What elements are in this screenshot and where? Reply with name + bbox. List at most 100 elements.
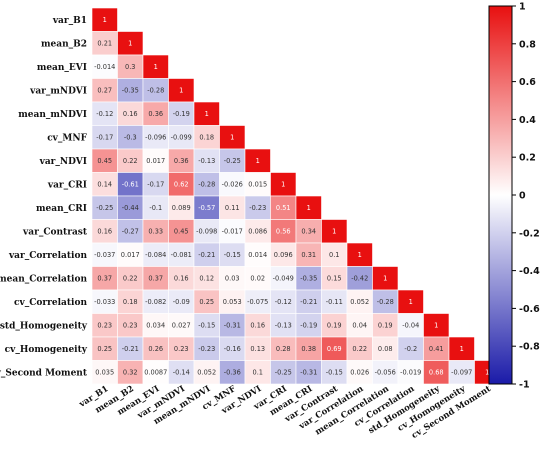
cell-value-label: -0.081 <box>171 251 192 259</box>
cell-value-label: 0.13 <box>250 345 265 353</box>
cell-value-label: 0.36 <box>174 157 189 165</box>
cell-value-label: 1 <box>281 181 285 189</box>
cell-value-label: -0.28 <box>377 298 394 306</box>
cell-value-label: -0.2 <box>404 345 417 353</box>
cell-value-label: 0.45 <box>174 228 189 236</box>
cell-value-label: 1 <box>230 134 234 142</box>
row-label: std_Homogeneity <box>0 321 88 331</box>
cell-value-label: 0.015 <box>248 181 267 189</box>
cell-value-label: 0.027 <box>172 322 191 330</box>
cell-value-label: 0.22 <box>123 275 138 283</box>
cell-value-label: 0.15 <box>327 275 342 283</box>
cell-value-label: -0.084 <box>145 251 166 259</box>
colorbar-tick-label: 0.6 <box>519 77 536 88</box>
cell-value-label: -0.12 <box>96 110 113 118</box>
cell-value-label: -0.28 <box>198 181 215 189</box>
cell-value-label: 0.31 <box>301 251 316 259</box>
cell-value-label: 0.19 <box>327 322 342 330</box>
cell-value-label: 0.22 <box>352 345 367 353</box>
cell-value-label: 0.1 <box>329 251 340 259</box>
row-labels: var_B1 mean_B2 mean_EVI var_mNDVI mean_mNDVI… <box>0 16 88 379</box>
cell-value-label: 0.51 <box>276 204 291 212</box>
row-label: var_Contrast <box>22 227 88 237</box>
cell-value-label: 1 <box>205 110 209 118</box>
cell-value-label: -0.25 <box>96 204 113 212</box>
cell-value-label: 0.017 <box>146 157 165 165</box>
cell-value-label: -0.056 <box>375 369 396 377</box>
cell-value-label: 0.25 <box>199 298 214 306</box>
cell-value-label: 0.34 <box>301 228 316 236</box>
cell-value-label: -0.11 <box>326 298 343 306</box>
cell-value-label: 1 <box>154 63 158 71</box>
colorbar-tick-label: -1 <box>519 380 530 391</box>
colorbar-tick-label: 0.2 <box>519 153 536 164</box>
colorbar-tick-label: 0.8 <box>519 39 536 50</box>
colorbar-tick-label: -0.2 <box>519 228 540 239</box>
heatmap-cells: 1 0.21 1 -0.014 0.3 1 0.27 -0.35 -0.28 1 -0.12 0.16… <box>91 7 501 385</box>
cell-value-label: -0.23 <box>249 204 266 212</box>
cell-value-label: 1 <box>307 204 311 212</box>
cell-value-label: 0.26 <box>148 345 163 353</box>
cell-value-label: -0.21 <box>122 345 139 353</box>
cell-value-label: 0.18 <box>199 134 214 142</box>
cell-value-label: -0.026 <box>222 181 243 189</box>
cell-value-label: -0.019 <box>400 369 421 377</box>
row-label: var_B1 <box>52 16 87 26</box>
row-label: var_CRI <box>47 180 87 190</box>
cell-value-label: -0.17 <box>147 181 164 189</box>
cell-value-label: -0.1 <box>149 204 162 212</box>
cell-value-label: -0.28 <box>147 87 164 95</box>
cell-value-label: 0.052 <box>350 298 369 306</box>
cell-value-label: -0.075 <box>247 298 268 306</box>
cell-value-label: 0.21 <box>97 40 112 48</box>
cell-value-label: -0.12 <box>275 298 292 306</box>
cell-value-label: 0.017 <box>121 251 140 259</box>
cell-value-label: 1 <box>358 251 362 259</box>
cell-value-label: -0.096 <box>145 134 166 142</box>
cell-value-label: 0.18 <box>123 298 138 306</box>
cell-value-label: 0.03 <box>225 275 240 283</box>
cell-value-label: 0.11 <box>225 204 240 212</box>
colorbar-tick-label: -0.6 <box>519 304 540 315</box>
cell-value-label: 1 <box>103 16 107 24</box>
cell-value-label: -0.15 <box>326 369 343 377</box>
cell-value-label: 0.36 <box>148 110 163 118</box>
cell-value-label: -0.36 <box>224 369 241 377</box>
cell-value-label: 0.026 <box>350 369 369 377</box>
cell-value-label: -0.21 <box>300 298 317 306</box>
cell-value-label: 0.23 <box>123 322 138 330</box>
cell-value-label: -0.19 <box>173 110 190 118</box>
cell-value-label: -0.57 <box>198 204 215 212</box>
row-label: mean_Correlation <box>0 274 87 284</box>
cell-value-label: -0.61 <box>122 181 139 189</box>
cell-value-label: -0.35 <box>122 87 139 95</box>
cell-value-label: 1 <box>179 87 183 95</box>
cell-value-label: 0.16 <box>97 228 112 236</box>
row-label: cv_Correlation <box>14 298 87 308</box>
cell-value-label: -0.23 <box>198 345 215 353</box>
cell-value-label: 0.38 <box>301 345 316 353</box>
cell-value-label: -0.35 <box>300 275 317 283</box>
row-label: var_Correlation <box>8 251 88 261</box>
cell-value-label: 1 <box>332 228 336 236</box>
cell-value-label: 1 <box>128 40 132 48</box>
cell-value-label: 0.096 <box>274 251 293 259</box>
cell-value-label: 0.37 <box>148 275 163 283</box>
row-label: mean_EVI <box>37 63 87 73</box>
cell-value-label: 0.053 <box>223 298 242 306</box>
cell-value-label: 0.086 <box>248 228 267 236</box>
cell-value-label: -0.04 <box>402 322 419 330</box>
colorbar-gradient <box>488 5 513 385</box>
row-label: var_NDVI <box>39 157 87 167</box>
colorbar-tick-label: -0.4 <box>519 266 540 277</box>
row-label: mean_B2 <box>41 39 87 49</box>
cell-value-label: -0.014 <box>94 63 115 71</box>
colorbar-tick-label: 0.4 <box>519 115 536 126</box>
colorbar: 1 0.8 0.6 0.4 0.2 0 -0.2 -0.4 -0.6 -0.8 -1 <box>488 2 540 391</box>
cell-value-label: 0.19 <box>378 322 393 330</box>
cell-value-label: 0.27 <box>97 87 112 95</box>
cell-value-label: 0.68 <box>429 369 444 377</box>
cell-value-label: -0.27 <box>122 228 139 236</box>
cell-value-label: -0.44 <box>122 204 139 212</box>
